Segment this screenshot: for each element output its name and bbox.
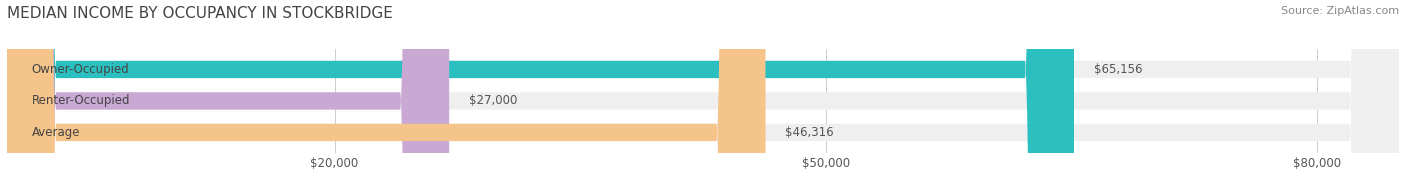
Text: MEDIAN INCOME BY OCCUPANCY IN STOCKBRIDGE: MEDIAN INCOME BY OCCUPANCY IN STOCKBRIDG… [7, 6, 392, 21]
FancyBboxPatch shape [7, 0, 1074, 196]
Text: Average: Average [31, 126, 80, 139]
Text: Renter-Occupied: Renter-Occupied [31, 94, 131, 107]
FancyBboxPatch shape [7, 0, 765, 196]
FancyBboxPatch shape [7, 0, 449, 196]
Text: $27,000: $27,000 [468, 94, 517, 107]
Text: Source: ZipAtlas.com: Source: ZipAtlas.com [1281, 6, 1399, 16]
Text: Owner-Occupied: Owner-Occupied [31, 63, 129, 76]
FancyBboxPatch shape [7, 0, 1399, 196]
Text: $46,316: $46,316 [785, 126, 834, 139]
FancyBboxPatch shape [7, 0, 1399, 196]
FancyBboxPatch shape [7, 0, 1399, 196]
Text: $65,156: $65,156 [1094, 63, 1142, 76]
